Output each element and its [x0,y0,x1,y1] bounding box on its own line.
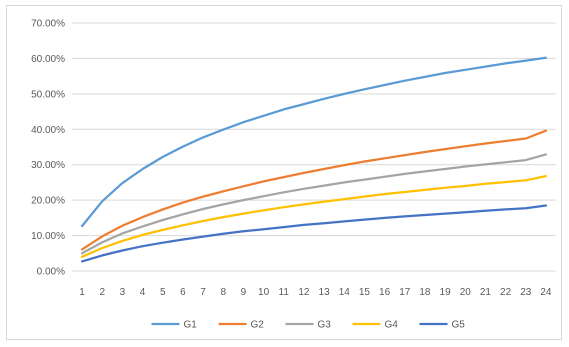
x-tick-label: 10 [258,287,270,298]
y-tick-label: 40.00% [31,125,65,136]
x-tick-label: 14 [339,287,351,298]
series-line-g4 [80,174,548,258]
y-tick-label: 10.00% [31,231,65,242]
x-tick-label: 9 [241,287,247,298]
x-tick-label: 22 [500,287,512,298]
x-tick-label: 23 [520,287,532,298]
x-tick-label: 18 [419,287,431,298]
x-tick-label: 20 [460,287,472,298]
x-tick-label: 21 [480,287,492,298]
x-tick-label: 19 [440,287,452,298]
x-tick-label: 1 [79,287,85,298]
x-tick-label: 17 [399,287,411,298]
y-tick-label: 0.00% [37,267,65,278]
x-tick-label: 2 [99,287,105,298]
x-tick-label: 15 [359,287,371,298]
x-tick-label: 8 [220,287,226,298]
y-tick-label: 70.00% [31,19,65,30]
x-tick-label: 4 [140,287,146,298]
legend-label-g2: G2 [251,320,265,331]
legend-label-g4: G4 [385,320,399,331]
y-tick-label: 20.00% [31,196,65,207]
x-tick-label: 11 [279,287,290,298]
legend-label-g3: G3 [318,320,332,331]
x-tick-label: 16 [379,287,391,298]
x-tick-label: 24 [540,287,552,298]
series-line-g1 [80,56,548,228]
series-line-g3 [80,153,548,255]
x-tick-label: 6 [180,287,186,298]
x-tick-label: 13 [319,287,331,298]
y-tick-label: 50.00% [31,89,65,100]
series-line-g2 [80,129,548,251]
legend-label-g5: G5 [452,320,466,331]
x-tick-label: 5 [160,287,166,298]
x-tick-label: 12 [298,287,310,298]
x-tick-label: 7 [200,287,206,298]
y-tick-label: 30.00% [31,160,65,171]
series-line-g5 [80,204,548,263]
chart-frame [6,5,562,340]
x-tick-label: 3 [120,287,126,298]
y-tick-label: 60.00% [31,54,65,65]
legend-label-g1: G1 [184,320,198,331]
